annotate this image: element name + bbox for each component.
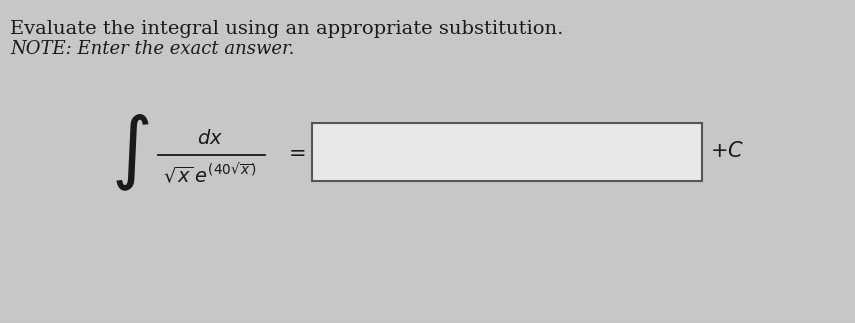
- Text: $=$: $=$: [284, 143, 306, 162]
- Text: $\sqrt{x}\,e^{(40\sqrt{x})}$: $\sqrt{x}\,e^{(40\sqrt{x})}$: [163, 163, 257, 187]
- Bar: [312, 123, 702, 181]
- Text: Evaluate the integral using an appropriate substitution.: Evaluate the integral using an appropria…: [10, 20, 563, 38]
- Text: $dx$: $dx$: [197, 129, 223, 148]
- Text: $+C$: $+C$: [710, 141, 744, 161]
- Text: NOTE: Enter the exact answer.: NOTE: Enter the exact answer.: [10, 40, 294, 58]
- Text: $\int$: $\int$: [111, 113, 150, 193]
